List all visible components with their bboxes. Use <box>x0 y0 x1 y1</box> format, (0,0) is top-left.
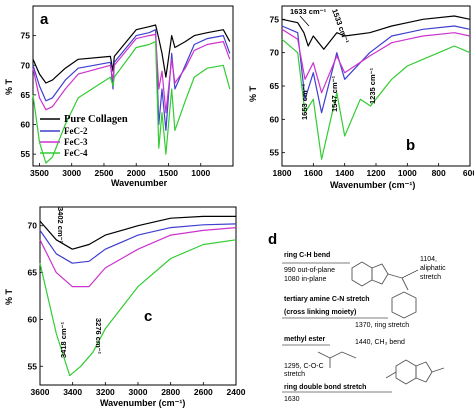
panel-d-letter: d <box>268 231 277 248</box>
panel-c-ytick-label: 70 <box>28 221 38 231</box>
panel-b-series-fec-3 <box>281 28 471 94</box>
d-molecule-crosslink-ring <box>391 291 417 319</box>
d-molecule-indole-bottom <box>385 359 445 385</box>
panel-b-ytick-label: 55 <box>270 148 280 158</box>
panel-c-xtick-label: 3000 <box>129 387 148 397</box>
panel-a-xtick-label: 3000 <box>62 168 81 178</box>
panel-a-xtick-label: 2000 <box>127 168 146 178</box>
legend-label-pure-collagen: Pure Collagen <box>64 114 128 125</box>
d-label-1630: 1630 <box>284 396 300 403</box>
panel-a-legend: Pure Collagen FeC-2 FeC-3 FeC-4 <box>40 114 128 158</box>
panel-c-ytick-label: 65 <box>28 268 38 278</box>
panel-a-series-pure-collagen <box>32 24 231 84</box>
panel-b-annotation-1235: 1235 cm⁻¹ <box>368 67 377 104</box>
legend-label-fec-4: FeC-4 <box>64 148 88 158</box>
panel-b-series-pure-collagen <box>281 15 471 50</box>
panel-b-series-fec-2 <box>281 25 471 114</box>
panel-c-annotation-3276: 3276 cm⁻¹ <box>94 318 103 355</box>
panel-a-series-fec-4 <box>32 41 231 164</box>
d-label-coc2: stretch <box>284 371 305 378</box>
panel-b-xtick-label: 1600 <box>304 168 323 178</box>
d-label-1104: 1104, <box>420 256 437 263</box>
panel-b-ytick-label: 60 <box>270 114 280 124</box>
panel-c-series-fec-2 <box>39 223 237 264</box>
panel-b-xtick-label: 1200 <box>367 168 386 178</box>
panel-c-annotation-3402: 3402 cm⁻¹ <box>56 207 65 244</box>
panel-a-ytick-label: 55 <box>21 149 31 159</box>
d-label-oop: 990 out-of-plane <box>284 267 335 274</box>
d-label-coc1: 1295, C-O-C <box>284 363 324 370</box>
panel-a-ytick-label: 65 <box>21 90 31 100</box>
panel-c-series-pure-collagen <box>39 215 236 250</box>
panel-c-series-fec-3 <box>39 227 237 288</box>
panel-c-ytick-label: 55 <box>28 361 38 371</box>
d-label-tert-amine: tertiary amine C-N stretch <box>284 296 370 303</box>
panel-b-xtick-label: 800 <box>432 168 446 178</box>
d-label-stretch: stretch <box>420 274 441 281</box>
panel-c-xtick-label: 3200 <box>96 387 115 397</box>
panel-b: 1800 1600 1400 1200 1000 800 600 55 60 65 70 75 b W… <box>248 5 474 190</box>
d-label-ring1370: 1370, ring stretch <box>355 322 409 329</box>
panel-b-annotation-1633: 1633 cm⁻¹ <box>290 7 327 16</box>
panel-c: 3600 3400 3200 3000 2800 2600 2400 55 60 65 70 c W… <box>4 206 246 408</box>
panel-b-annotation-1653: 1653 cm⁻¹ <box>300 83 309 120</box>
panel-a-xtick-label: 1000 <box>191 168 210 178</box>
panel-a-xlabel: Wavenumber <box>111 178 168 188</box>
panel-c-xtick-label: 3600 <box>31 387 50 397</box>
panel-c-annotation-3418: 3418 cm⁻¹ <box>59 321 68 358</box>
d-leader-1104 <box>401 269 419 279</box>
d-molecule-indole-top <box>351 261 409 291</box>
panel-a-xtick-label: 2500 <box>95 168 114 178</box>
d-label-ring-ch-bend: ring C-H bend <box>284 252 330 259</box>
panel-a-ylabel: % T <box>4 78 14 95</box>
panel-c-xtick-label: 2800 <box>161 387 180 397</box>
panel-b-ytick-label: 65 <box>270 81 280 91</box>
panel-a-series-fec-2 <box>32 29 231 131</box>
d-label-crosslink: (cross linking moiety) <box>284 309 356 316</box>
panel-b-ylabel: % T <box>248 85 258 102</box>
panel-a-ytick-label: 70 <box>21 60 31 70</box>
panel-b-xtick-label: 1800 <box>273 168 292 178</box>
panel-c-letter: c <box>144 308 152 325</box>
panel-c-series-fec-4 <box>39 239 237 377</box>
panel-c-xtick-label: 2400 <box>227 387 246 397</box>
panel-b-letter: b <box>406 137 415 154</box>
panel-b-annotation-1547: 1547 cm⁻¹ <box>330 75 339 112</box>
panel-c-xtick-label: 2600 <box>194 387 213 397</box>
panel-a-letter: a <box>40 11 49 28</box>
panel-b-annotation-1633-arrow <box>299 15 310 27</box>
panel-b-ytick-label: 75 <box>270 14 280 24</box>
panel-b-series-fec-4 <box>281 38 471 160</box>
panel-a-plot-frame <box>32 5 234 167</box>
panel-a-ytick-label: 75 <box>21 31 31 41</box>
legend-label-fec-3: FeC-3 <box>64 137 88 147</box>
panel-c-xlabel: Wavenumber (cm⁻¹) <box>100 398 185 408</box>
panel-c-plot-frame <box>39 206 237 386</box>
d-label-ringdb: ring double bond stretch <box>284 384 366 391</box>
d-label-inplane: 1080 in-plane <box>284 276 327 283</box>
panel-c-ylabel: % T <box>4 288 14 305</box>
panel-a-series-fec-3 <box>32 33 231 114</box>
d-molecule-methyl-ester <box>317 351 357 368</box>
d-label-ch3bend: 1440, CH₃ bend <box>355 339 405 346</box>
d-label-methyl: methyl ester <box>284 336 326 343</box>
panel-a-ytick-label: 60 <box>21 120 31 130</box>
legend-label-fec-2: FeC-2 <box>64 126 88 136</box>
panel-a-xtick-label: 3500 <box>30 168 49 178</box>
panel-b-xtick-label: 1400 <box>335 168 354 178</box>
panel-c-ytick-label: 60 <box>28 314 38 324</box>
panel-b-ytick-label: 70 <box>270 48 280 58</box>
panel-b-xtick-label: 1000 <box>398 168 417 178</box>
panel-c-xtick-label: 3400 <box>63 387 82 397</box>
panel-b-xlabel: Wavenumber (cm⁻¹) <box>330 180 415 190</box>
d-label-aliphatic: aliphatic <box>420 265 446 272</box>
panel-b-xtick-label: 600 <box>463 168 474 178</box>
panel-a: 3500 3000 2500 2000 1500 1000 55 60 65 70 75 a Wav… <box>4 5 234 188</box>
panel-d-schematic: d ring C-H bend 990 out-of-plane 1080 in… <box>268 231 446 403</box>
panel-b-annotation-1533: 1533 cm⁻¹ <box>330 8 351 45</box>
panel-a-xtick-label: 1500 <box>159 168 178 178</box>
